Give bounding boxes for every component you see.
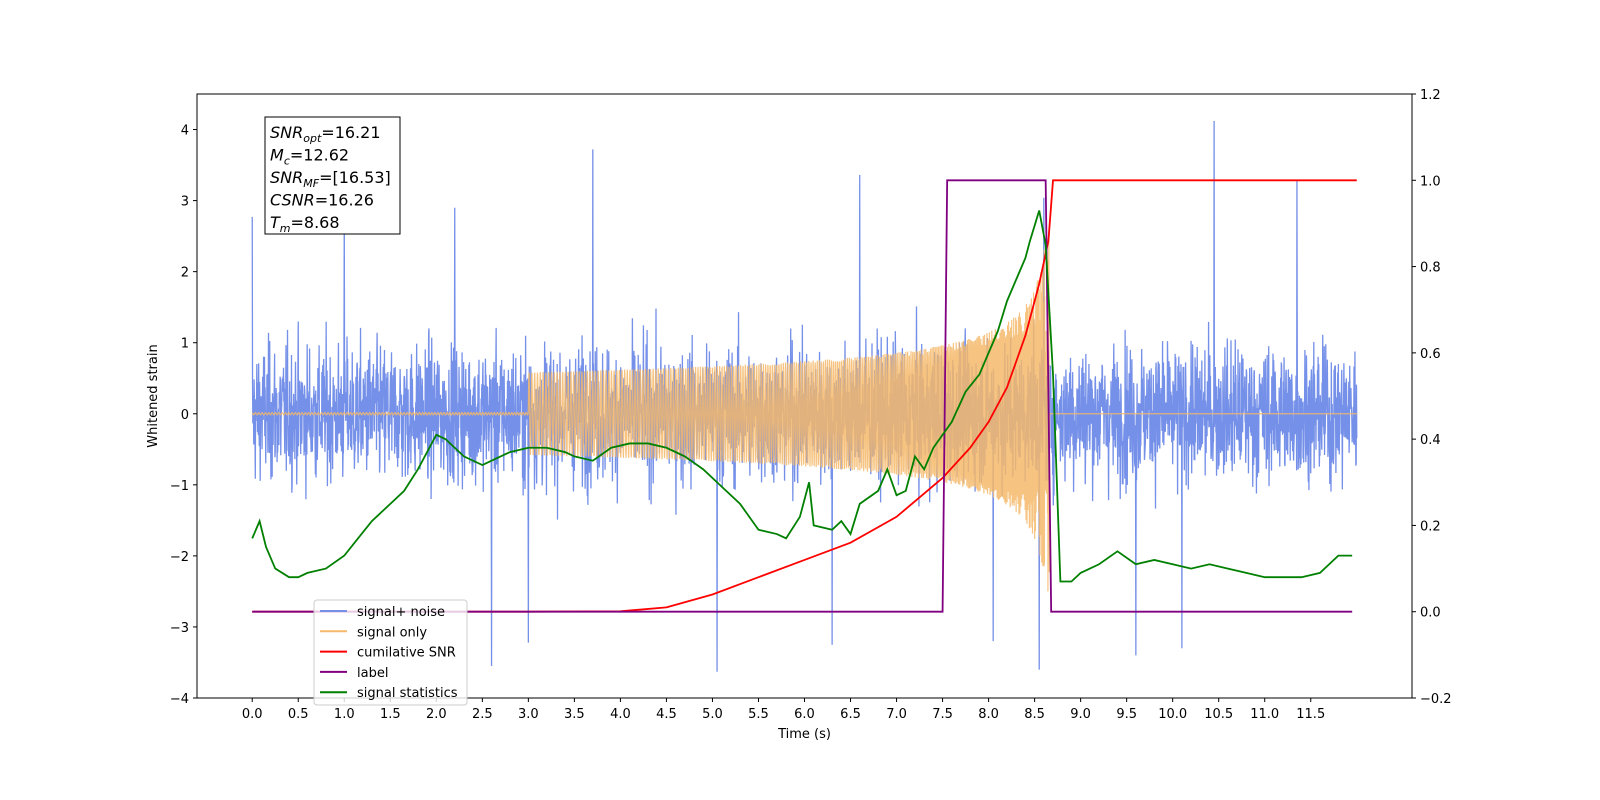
x-tick-label: 5.0 <box>702 707 723 722</box>
stats-box-frame <box>264 116 401 235</box>
series-label-line <box>252 179 1353 613</box>
legend-entry: label <box>357 666 388 681</box>
x-tick-label: 5.5 <box>748 707 769 722</box>
legend-entry: cumilative SNR <box>357 646 456 661</box>
y2-tick-label: 0.4 <box>1420 433 1441 448</box>
y-tick-label: −1 <box>170 479 189 494</box>
y-axis-left: −4 −3 −2 −1 0 1 2 3 4 <box>170 124 197 707</box>
stats-line: CSNR=16.26 <box>270 191 374 210</box>
x-tick-label: 10.5 <box>1204 707 1233 722</box>
stats-line: Mc=12.62 <box>270 146 349 168</box>
x-tick-label: 9.0 <box>1070 707 1091 722</box>
x-tick-label: 4.5 <box>656 707 677 722</box>
y2-tick-label: −0.2 <box>1420 692 1452 707</box>
legend-entry: signal statistics <box>357 686 458 701</box>
stats-line: SNRMF=[16.53] <box>270 168 391 190</box>
x-tick-label: 11.5 <box>1296 707 1325 722</box>
y2-tick-label: 0.8 <box>1420 261 1441 276</box>
y-tick-label: −2 <box>170 550 189 565</box>
y2-tick-label: 1.2 <box>1420 88 1441 103</box>
x-axis-label: Time (s) <box>777 727 831 742</box>
series-signal-only-line <box>251 237 1357 592</box>
x-tick-label: 11.0 <box>1250 707 1279 722</box>
series-cumulative-snr-line <box>252 179 1357 613</box>
x-tick-label: 2.5 <box>472 707 493 722</box>
x-tick-label: 3.5 <box>564 707 585 722</box>
plot-area <box>251 120 1358 672</box>
x-tick-label: 3.0 <box>518 707 539 722</box>
series-signal-statistics-line <box>251 210 1353 583</box>
legend-entry: signal only <box>357 625 427 640</box>
x-tick-label: 9.5 <box>1116 707 1137 722</box>
legend-frame <box>313 599 468 706</box>
y-axis-right: −0.2 0.0 0.2 0.4 0.6 0.8 1.0 1.2 <box>1412 88 1452 707</box>
x-tick-label: 6.5 <box>840 707 861 722</box>
x-tick-label: 1.5 <box>380 707 401 722</box>
y2-tick-label: 1.0 <box>1420 174 1441 189</box>
legend: signal+ noise signal only cumilative SNR la… <box>313 599 468 706</box>
stats-annotation-box: SNRopt=16.21Mc=12.62SNRMF=[16.53]CSNR=16… <box>264 116 401 235</box>
y-tick-label: 0 <box>181 408 189 423</box>
stats-line: SNRopt=16.21 <box>270 123 381 145</box>
y-tick-label: −3 <box>170 621 189 636</box>
y-tick-label: 3 <box>181 195 189 210</box>
y-tick-label: 2 <box>181 266 189 281</box>
x-tick-label: 8.0 <box>978 707 999 722</box>
x-tick-label: 6.0 <box>794 707 815 722</box>
x-tick-label: 2.0 <box>426 707 447 722</box>
x-tick-label: 10.0 <box>1158 707 1187 722</box>
x-tick-label: 8.5 <box>1024 707 1045 722</box>
y-axis-label: Whitened strain <box>146 344 161 447</box>
x-axis: 0.0 0.5 1.0 1.5 2.0 2.5 3.0 3.5 4.0 4.5 5.0 5.5 6.0 6… <box>242 698 1325 722</box>
y2-tick-label: 0.6 <box>1420 347 1441 362</box>
x-tick-label: 0.5 <box>288 707 309 722</box>
x-tick-label: 7.0 <box>886 707 907 722</box>
y2-tick-label: 0.2 <box>1420 519 1441 534</box>
y-tick-label: −4 <box>170 692 189 707</box>
x-tick-label: 1.0 <box>334 707 355 722</box>
stats-line: Tm=8.68 <box>270 213 340 235</box>
legend-entry: signal+ noise <box>357 605 445 620</box>
x-tick-label: 7.5 <box>932 707 953 722</box>
x-tick-label: 4.0 <box>610 707 631 722</box>
y2-tick-label: 0.0 <box>1420 606 1441 621</box>
y-tick-label: 1 <box>181 337 189 352</box>
y-tick-label: 4 <box>181 124 189 139</box>
x-tick-label: 0.0 <box>242 707 263 722</box>
